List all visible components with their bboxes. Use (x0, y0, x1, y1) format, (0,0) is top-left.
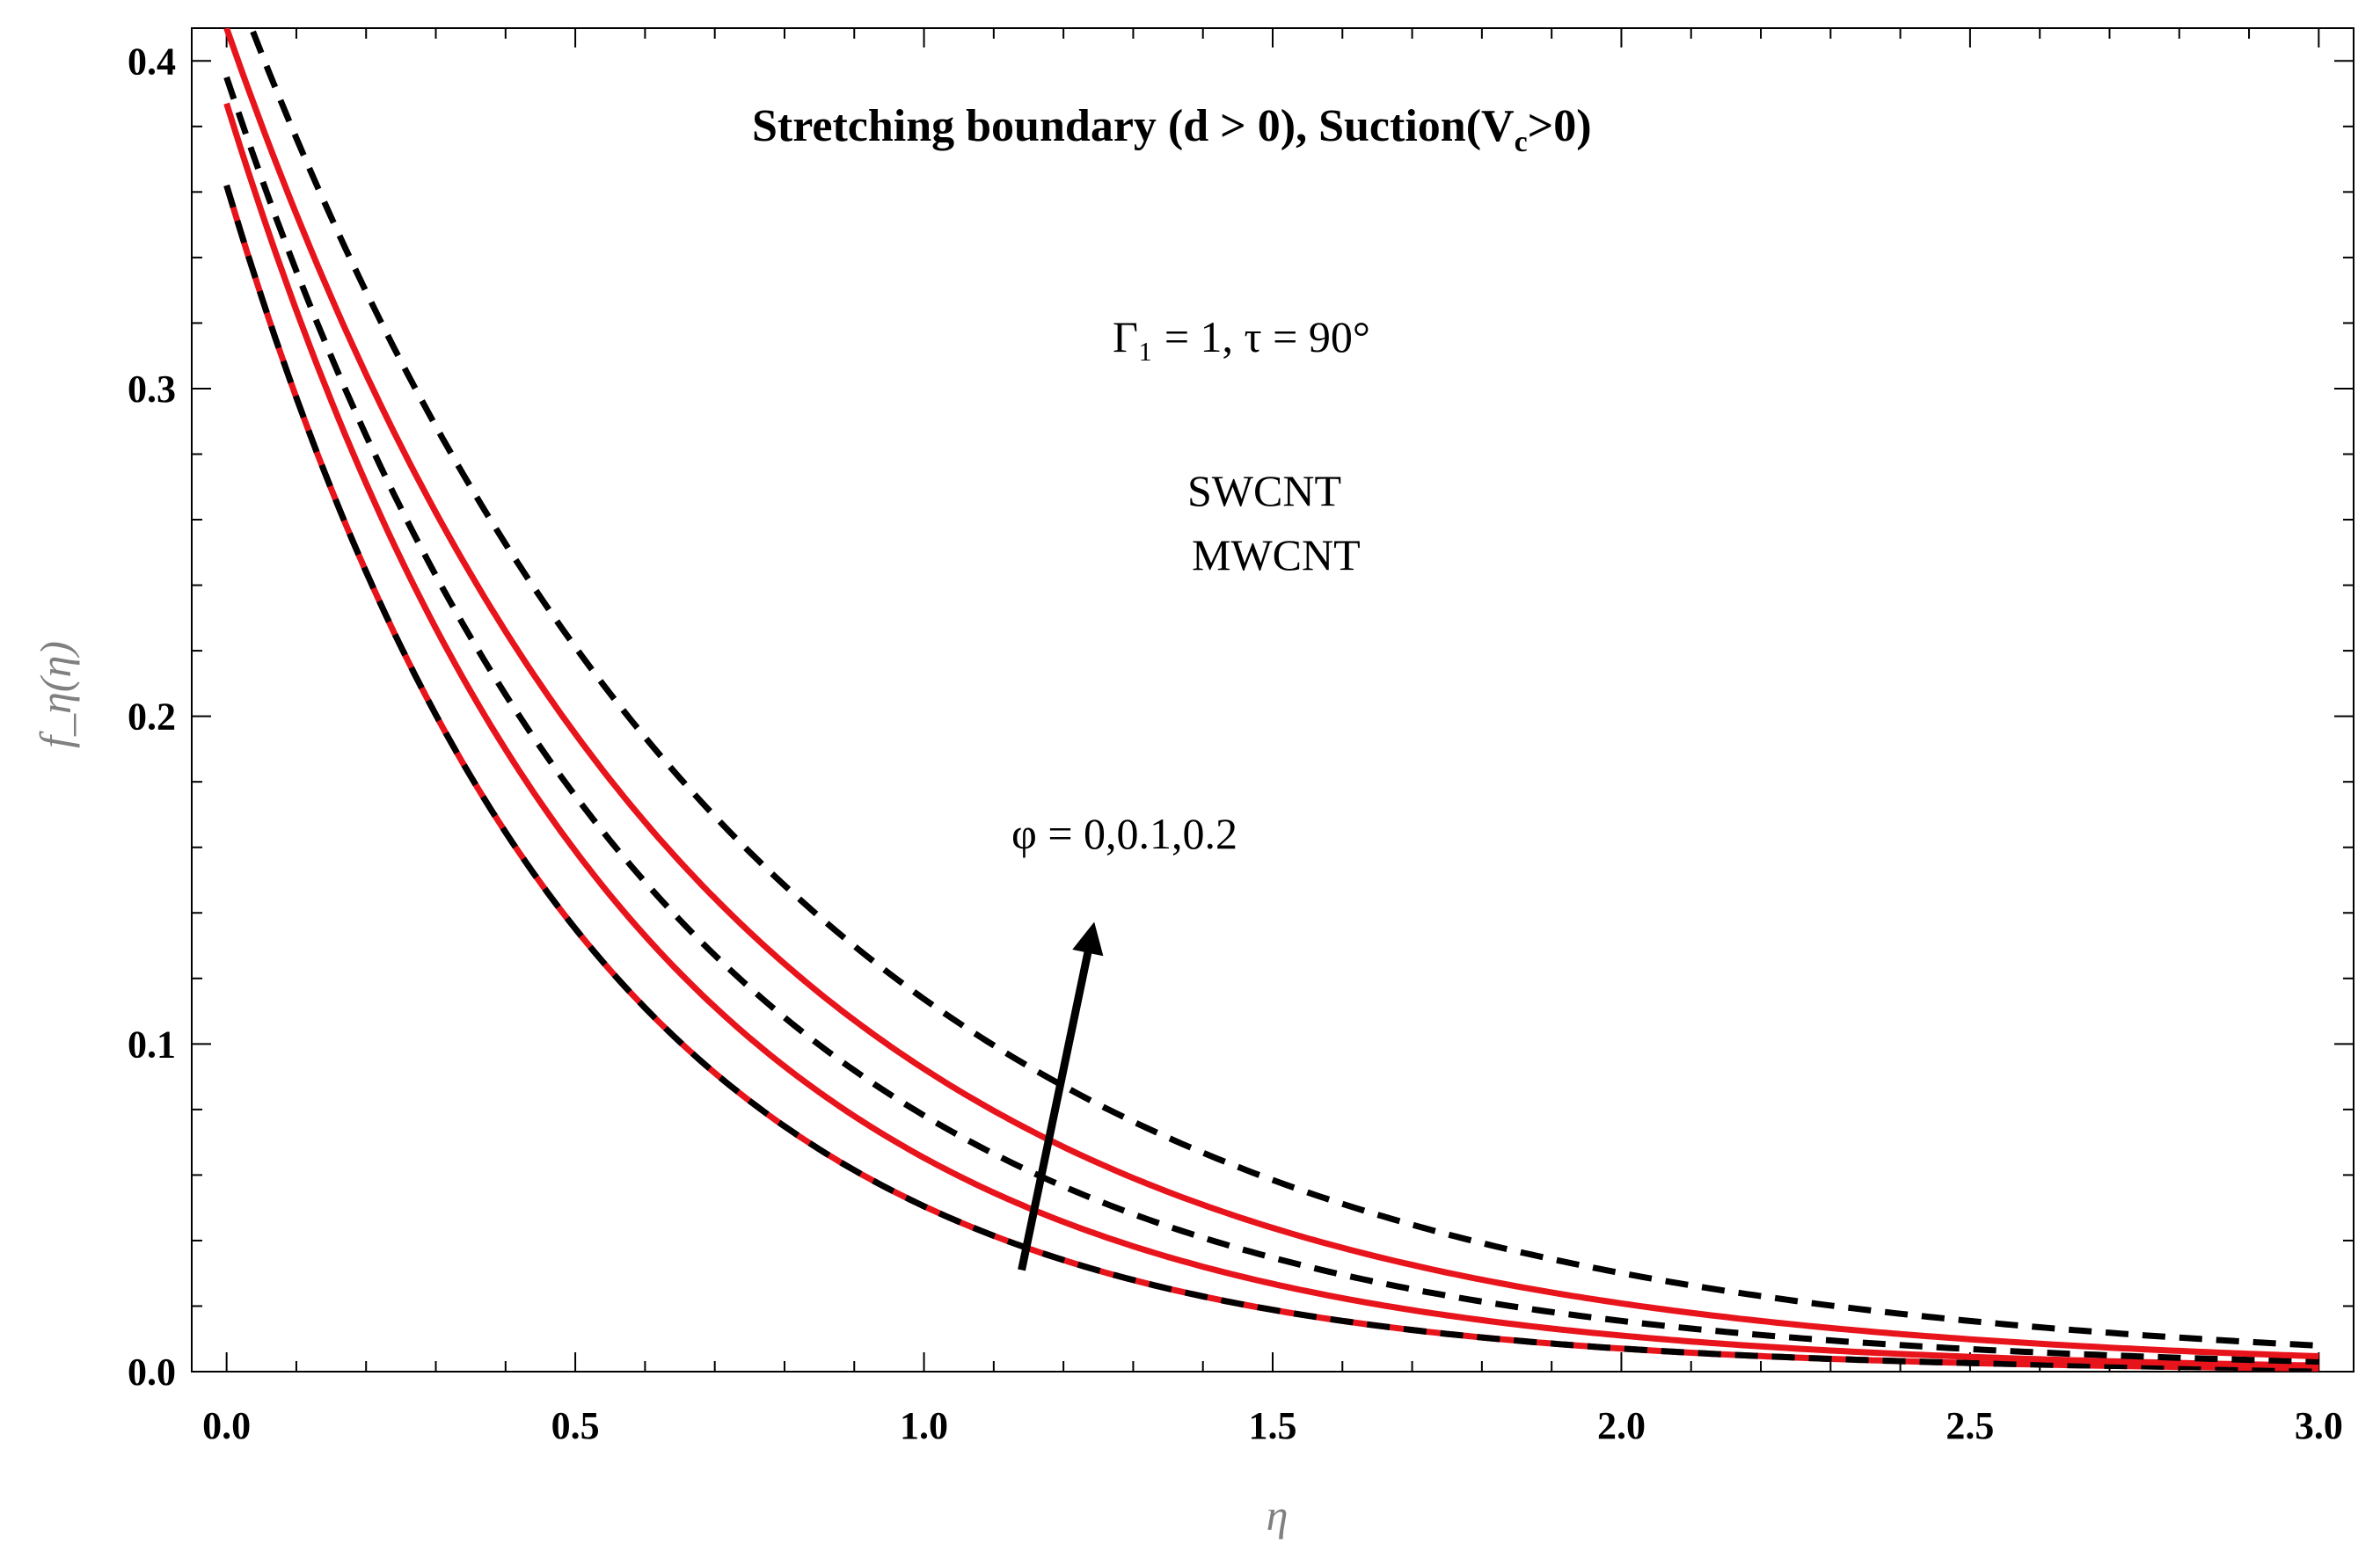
series-line-swcnt-phi-0_1 (223, 102, 2319, 1369)
series-line-mwcnt-phi-0_1 (223, 76, 2319, 1365)
x-tick-label: 3.0 (2295, 1404, 2343, 1447)
annotation-heading: Stretching boundary (d > 0), Suction(Vc>… (752, 101, 1592, 158)
y-tick-label: 0.3 (128, 368, 176, 411)
y-tick-label: 0.1 (128, 1023, 176, 1066)
tick-labels: 0.0 0.5 1.0 1.5 2.0 2.5 3.0 0.0 0.1 0.2 0.3 0.4 (128, 40, 2343, 1447)
x-tick-label: 2.0 (1597, 1404, 1646, 1447)
x-tick-label: 2.5 (1946, 1404, 1994, 1447)
legend-mwcnt: MWCNT (1192, 530, 1361, 579)
phi-direction-arrow (1018, 921, 1104, 1271)
y-tick-label: 0.2 (128, 695, 176, 739)
y-tick-label: 0.4 (128, 40, 176, 83)
series-line-swcnt-phi-0 (223, 184, 2319, 1372)
x-tick-label: 0.5 (551, 1404, 600, 1447)
series-line-swcnt-phi-0_2 (223, 28, 2319, 1359)
curves (223, 28, 2319, 1372)
series-line-mwcnt-phi-0_2 (248, 28, 2319, 1349)
annotation-params: Γ₁ = 1, τ = 90° (1113, 312, 1370, 361)
plot-frame (191, 27, 2354, 1373)
y-tick-label: 0.0 (128, 1351, 176, 1394)
annotation-phi: φ = 0,0.1,0.2 (1011, 809, 1237, 858)
series-line-mwcnt-phi-0 (223, 184, 2319, 1372)
x-tick-label: 1.0 (900, 1404, 948, 1447)
x-axis-label: η (1267, 1490, 1289, 1540)
legend-swcnt: SWCNT (1187, 466, 1341, 515)
axis-ticks (192, 28, 2354, 1373)
x-tick-label: 1.5 (1249, 1404, 1297, 1447)
x-tick-label: 0.0 (202, 1404, 251, 1447)
y-axis-label: f_η(η) (31, 641, 80, 748)
